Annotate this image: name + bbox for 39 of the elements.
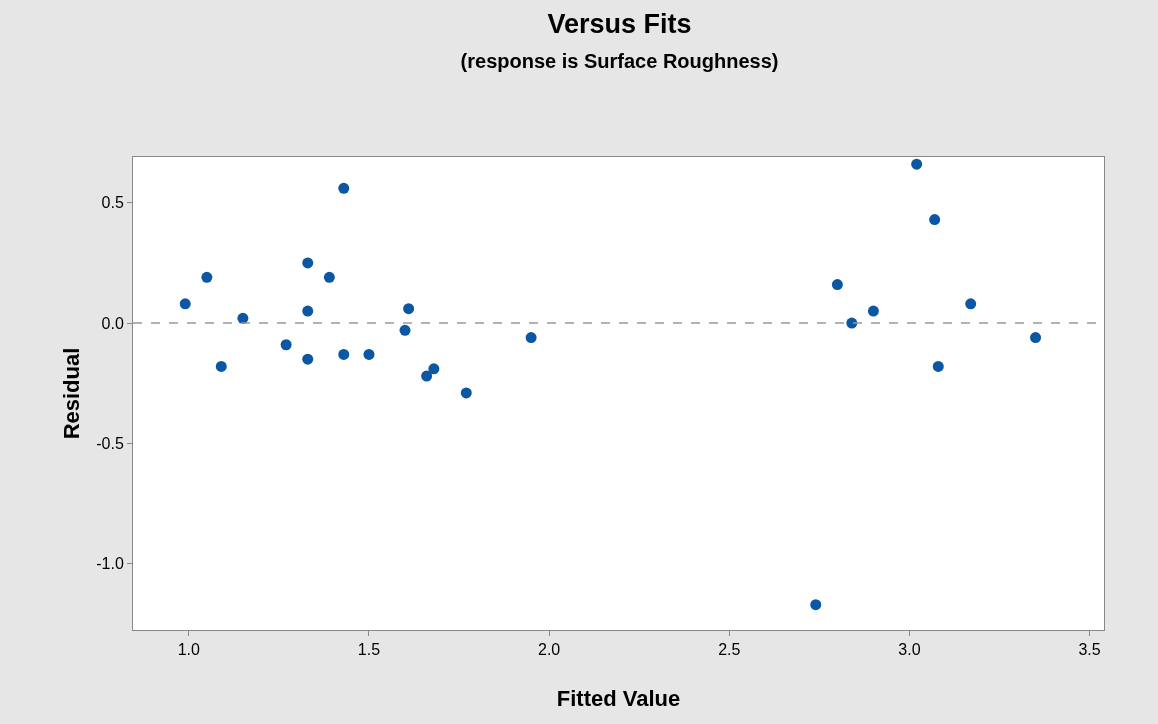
point <box>867 305 879 317</box>
point <box>302 353 314 365</box>
point <box>911 158 923 170</box>
chart-title: Versus Fits <box>547 8 692 39</box>
point <box>201 271 213 283</box>
point <box>929 214 941 226</box>
y-tick-label: -0.5 <box>96 435 124 453</box>
x-tick-label: 2.5 <box>718 641 741 659</box>
x-tick-label: 2.0 <box>538 641 561 659</box>
point <box>363 348 375 360</box>
point <box>428 363 440 375</box>
point <box>810 599 822 611</box>
y-tick-label: 0.5 <box>101 194 124 212</box>
x-tick-label: 1.5 <box>357 641 381 659</box>
point <box>460 387 472 399</box>
point <box>831 279 843 291</box>
point <box>323 271 335 283</box>
point <box>302 257 314 269</box>
point <box>1030 332 1042 344</box>
point <box>280 339 292 351</box>
point <box>302 305 314 317</box>
point <box>403 303 415 315</box>
y-axis-title: Residual <box>59 347 84 440</box>
point <box>421 370 433 382</box>
x-tick-label: 3.5 <box>1078 641 1101 659</box>
point <box>338 348 350 360</box>
point <box>965 298 977 310</box>
x-tick-label: 1.0 <box>177 641 201 659</box>
y-tick-label: -1.0 <box>96 555 124 573</box>
chart-subtitle: (response is Surface Roughness) <box>460 49 779 72</box>
point <box>179 298 191 310</box>
point <box>525 332 537 344</box>
x-tick-label: 3.0 <box>898 641 921 659</box>
point <box>215 360 227 372</box>
x-axis-title: Fitted Value <box>556 686 681 711</box>
y-tick-label: 0.0 <box>101 314 124 332</box>
point <box>932 360 944 372</box>
point <box>338 182 350 194</box>
point <box>399 324 411 336</box>
